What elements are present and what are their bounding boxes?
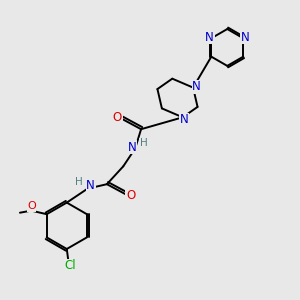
Text: N: N [86, 179, 95, 192]
Text: N: N [205, 31, 214, 44]
Text: Cl: Cl [65, 259, 76, 272]
Text: H: H [140, 138, 147, 148]
Text: N: N [180, 113, 189, 126]
Text: H: H [75, 177, 83, 187]
Text: O: O [126, 189, 135, 202]
Text: O: O [27, 202, 36, 212]
Text: N: N [241, 31, 249, 44]
Text: N: N [192, 80, 201, 93]
Text: N: N [128, 141, 136, 154]
Text: O: O [113, 111, 122, 124]
